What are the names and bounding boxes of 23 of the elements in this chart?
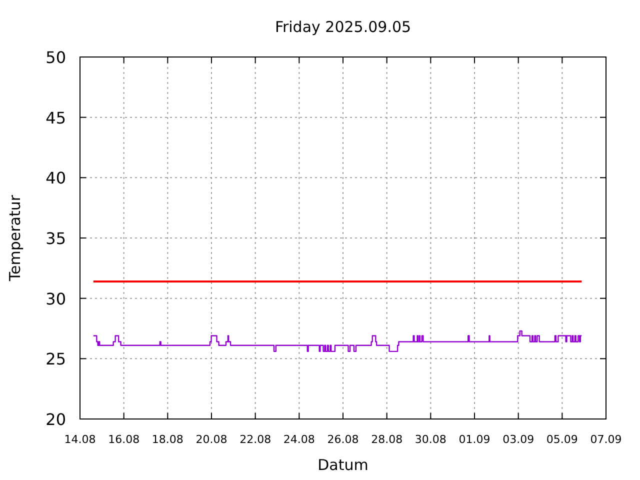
x-axis-title: Datum [318, 456, 368, 474]
x-tick-label: 30.08 [414, 433, 446, 446]
x-tick-label: 16.08 [108, 433, 140, 446]
x-tick-label: 20.08 [196, 433, 228, 446]
x-tick-label: 24.08 [283, 433, 315, 446]
x-tick-label: 14.08 [64, 433, 96, 446]
y-tick-label: 35 [46, 229, 66, 248]
x-tick-label: 07.09 [590, 433, 622, 446]
y-axis-title: Temperatur [6, 194, 24, 282]
y-tick-label: 30 [46, 289, 66, 308]
x-tick-label: 18.08 [152, 433, 184, 446]
x-tick-label: 26.08 [327, 433, 359, 446]
y-tick-label: 50 [46, 48, 66, 67]
y-tick-label: 45 [46, 108, 66, 128]
y-tick-label: 40 [46, 168, 66, 188]
x-tick-label: 05.09 [546, 433, 578, 446]
x-tick-label: 22.08 [240, 433, 272, 446]
x-tick-label: 28.08 [371, 433, 403, 446]
chart-title: Friday 2025.09.05 [274, 18, 412, 36]
y-tick-label: 25 [46, 350, 66, 369]
x-tick-label: 01.09 [458, 433, 490, 446]
x-tick-label: 03.09 [502, 433, 534, 446]
y-tick-label: 20 [46, 410, 66, 429]
